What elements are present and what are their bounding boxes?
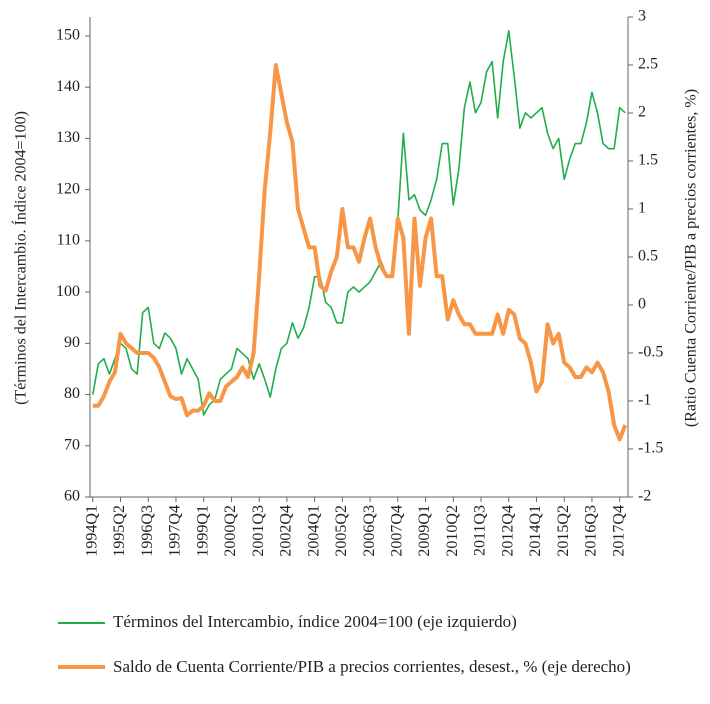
x-tick-label: 2002Q4 bbox=[278, 505, 295, 557]
legend-swatch bbox=[58, 622, 105, 624]
y2-tick-label: 1.5 bbox=[638, 152, 658, 169]
x-tick-label: 2011Q3 bbox=[472, 505, 489, 556]
y2-axis-label: (Ratio Cuenta Corriente/PIB a precios co… bbox=[683, 89, 700, 427]
y2-tick-label: 2 bbox=[638, 104, 646, 121]
y-tick-label: 120 bbox=[56, 180, 80, 197]
x-tick-label: 2005Q2 bbox=[333, 505, 350, 557]
y2-tick-label: -1 bbox=[638, 392, 651, 409]
legend-label: Términos del Intercambio, índice 2004=10… bbox=[113, 612, 517, 631]
chart: (Términos del Intercambio. Índice 2004=1… bbox=[11, 8, 700, 557]
y2-tick-label: 0 bbox=[638, 296, 646, 313]
x-tick-label: 2017Q4 bbox=[610, 505, 627, 557]
x-tick-label: 1997Q4 bbox=[167, 505, 184, 557]
x-tick-label: 2007Q4 bbox=[388, 505, 405, 557]
legend-swatch bbox=[58, 665, 105, 669]
series-line bbox=[92, 63, 628, 442]
x-tick-label: 2016Q3 bbox=[583, 505, 600, 557]
y2-tick-label: 3 bbox=[638, 8, 646, 25]
x-tick-label: 2014Q1 bbox=[527, 505, 544, 557]
x-tick-label: 2000Q2 bbox=[222, 505, 239, 557]
y2-tick-label: -0.5 bbox=[638, 344, 663, 361]
y-tick-label: 80 bbox=[64, 385, 80, 402]
x-tick-label: 2010Q2 bbox=[444, 505, 461, 557]
y-tick-label: 70 bbox=[64, 436, 80, 453]
y2-tick-label: 2.5 bbox=[638, 56, 658, 73]
x-tick-label: 1999Q1 bbox=[194, 505, 211, 557]
y-tick-label: 90 bbox=[64, 334, 80, 351]
y-tick-label: 140 bbox=[56, 78, 80, 95]
x-tick-label: 2006Q3 bbox=[361, 505, 378, 557]
y-tick-label: 60 bbox=[64, 488, 80, 505]
x-tick-label: 2012Q4 bbox=[499, 505, 516, 557]
y2-tick-label: 1 bbox=[638, 200, 646, 217]
x-tick-label: 1994Q1 bbox=[83, 505, 100, 557]
y-tick-label: 130 bbox=[56, 129, 80, 146]
x-tick-label: 2009Q1 bbox=[416, 505, 433, 557]
x-tick-label: 2001Q3 bbox=[250, 505, 267, 557]
y2-tick-label: -2 bbox=[638, 488, 651, 505]
x-tick-label: 1996Q3 bbox=[139, 505, 156, 557]
legend-label: Saldo de Cuenta Corriente/PIB a precios … bbox=[113, 657, 631, 676]
y-tick-label: 150 bbox=[56, 27, 80, 44]
y2-tick-label: -1.5 bbox=[638, 440, 663, 457]
x-tick-label: 2015Q2 bbox=[555, 505, 572, 557]
y2-tick-label: 0.5 bbox=[638, 248, 658, 265]
y-tick-label: 110 bbox=[57, 232, 80, 249]
series-line bbox=[91, 30, 626, 416]
x-tick-label: 2004Q1 bbox=[305, 505, 322, 557]
y-tick-label: 100 bbox=[56, 283, 80, 300]
y-axis-label: (Términos del Intercambio. Índice 2004=1… bbox=[11, 111, 30, 405]
x-tick-label: 1995Q2 bbox=[111, 505, 128, 557]
